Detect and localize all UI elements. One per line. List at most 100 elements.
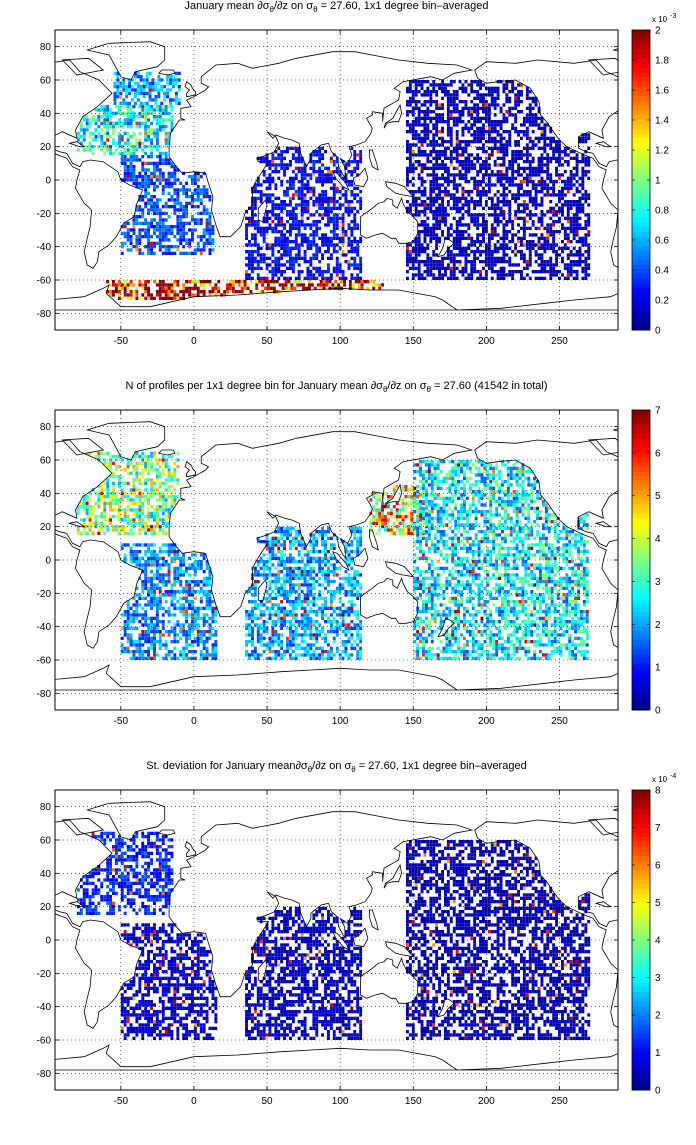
bin-cell: [587, 217, 590, 220]
bin-cell: [156, 505, 159, 508]
bin-cell: [115, 105, 118, 108]
bin-cell: [83, 138, 86, 141]
bin-cell: [114, 92, 117, 95]
bin-cell: [271, 177, 274, 180]
bin-cell: [356, 253, 359, 256]
bin-cell: [106, 132, 109, 135]
bin-cell: [271, 250, 274, 253]
bin-cell: [112, 293, 115, 296]
bin-cell: [567, 207, 570, 210]
bin-cell: [315, 227, 318, 230]
bin-cell: [156, 185, 159, 188]
bin-cell: [450, 257, 453, 260]
bin-cell: [503, 210, 506, 213]
bin-cell: [406, 257, 409, 260]
bin-cell: [171, 232, 174, 235]
bin-cell: [491, 257, 494, 260]
bin-cell: [353, 247, 356, 250]
bin-cell: [298, 273, 301, 276]
bin-cell: [538, 183, 541, 186]
bin-cell: [283, 240, 286, 243]
bin-cell: [274, 213, 277, 216]
bin-cell: [511, 153, 514, 156]
bin-cell: [353, 150, 356, 153]
bin-cell: [393, 532, 396, 535]
bin-cell: [444, 83, 447, 86]
bin-cell: [144, 178, 147, 181]
bin-cell: [538, 237, 541, 240]
bin-cell: [333, 187, 336, 190]
bin-cell: [327, 247, 330, 250]
bin-cell: [173, 498, 176, 501]
bin-cell: [529, 140, 532, 143]
bin-cell: [273, 283, 276, 286]
bin-cell: [555, 257, 558, 260]
bin-cell: [165, 515, 168, 518]
bin-cell: [342, 253, 345, 256]
bin-cell: [549, 270, 552, 273]
bin-cell: [165, 135, 168, 138]
bin-cell: [312, 223, 315, 226]
bin-cell: [188, 245, 191, 248]
bin-cell: [482, 110, 485, 113]
bin-cell: [295, 220, 298, 223]
bin-cell: [429, 140, 432, 143]
bin-cell: [124, 468, 127, 471]
bin-cell: [432, 90, 435, 93]
bin-cell: [348, 263, 351, 266]
bin-cell: [309, 177, 312, 180]
bin-cell: [511, 183, 514, 186]
bin-cell: [406, 103, 409, 106]
bin-cell: [333, 233, 336, 236]
bin-cell: [549, 160, 552, 163]
bin-cell: [488, 197, 491, 200]
bin-cell: [274, 197, 277, 200]
bin-cell: [456, 237, 459, 240]
bin-cell: [584, 200, 587, 203]
bin-cell: [418, 190, 421, 193]
bin-cell: [432, 110, 435, 113]
bin-cell: [456, 230, 459, 233]
bin-cell: [456, 220, 459, 223]
bin-cell: [327, 167, 330, 170]
bin-cell: [435, 133, 438, 136]
bin-cell: [188, 242, 191, 245]
bin-cell: [387, 505, 390, 508]
bin-cell: [115, 142, 118, 145]
bin-cell: [326, 283, 329, 286]
bin-cell: [476, 83, 479, 86]
bin-cell: [456, 267, 459, 270]
bin-cell: [549, 207, 552, 210]
bin-cell: [517, 157, 520, 160]
colorbar-segment: [632, 96, 650, 101]
bin-cell: [435, 210, 438, 213]
bin-cell: [520, 257, 523, 260]
bin-cell: [482, 97, 485, 100]
bin-cell: [514, 193, 517, 196]
bin-cell: [128, 102, 131, 105]
bin-cell: [138, 215, 141, 218]
bin-cell: [271, 213, 274, 216]
bin-cell: [348, 200, 351, 203]
bin-cell: [526, 153, 529, 156]
bin-cell: [473, 257, 476, 260]
bin-cell: [462, 203, 465, 206]
bin-cell: [141, 105, 144, 108]
bin-cell: [200, 202, 203, 205]
colorbar-tick-label: 1: [655, 176, 661, 187]
bin-cell: [309, 213, 312, 216]
bin-cell: [150, 478, 153, 481]
bin-cell: [153, 218, 156, 221]
colorbar-tick-label: 1.2: [655, 146, 669, 157]
bin-cell: [441, 150, 444, 153]
bin-cell: [412, 167, 415, 170]
bin-cell: [299, 283, 302, 286]
bin-cell: [409, 130, 412, 133]
bin-cell: [459, 210, 462, 213]
bin-cell: [168, 112, 171, 115]
bin-cell: [482, 180, 485, 183]
bin-cell: [459, 153, 462, 156]
bin-cell: [418, 243, 421, 246]
bin-cell: [523, 167, 526, 170]
bin-cell: [289, 223, 292, 226]
